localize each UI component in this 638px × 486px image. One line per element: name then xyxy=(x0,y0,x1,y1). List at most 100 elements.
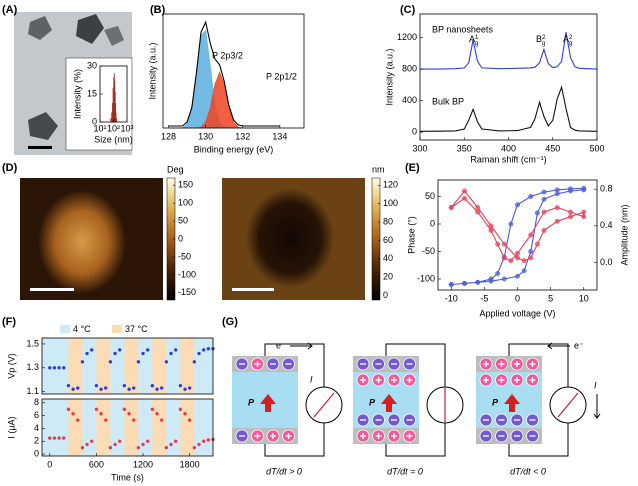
y-axis-label: Phase (°) xyxy=(406,216,416,254)
series-line xyxy=(168,20,280,127)
legend-label: 4 °C xyxy=(73,324,91,334)
peak-label-sup: 2 xyxy=(569,35,573,41)
point xyxy=(448,205,454,210)
point xyxy=(150,407,155,411)
electrode xyxy=(476,356,542,372)
wire xyxy=(508,343,569,457)
panel-label: (G) xyxy=(222,316,238,328)
point xyxy=(534,241,540,247)
point xyxy=(155,411,159,416)
point xyxy=(581,214,587,220)
y-tick-label: 2 xyxy=(34,436,39,446)
point xyxy=(475,205,481,210)
panel-label: (A) xyxy=(2,4,18,16)
x-tick-label: 10² xyxy=(107,123,120,133)
x-tick-label: 1200 xyxy=(133,459,153,469)
peak-label-base: A xyxy=(563,34,569,44)
point xyxy=(164,445,169,450)
peak-label: A2 g xyxy=(563,34,573,46)
ammeter-needle xyxy=(557,392,579,418)
polarization-arrow xyxy=(260,394,276,412)
point xyxy=(117,348,122,352)
peak-label: A1 g xyxy=(469,34,479,46)
band xyxy=(124,338,139,394)
colorbar-tick-label: 0 xyxy=(383,290,388,300)
point xyxy=(528,249,534,254)
point xyxy=(52,436,57,440)
point xyxy=(201,348,206,352)
point xyxy=(521,268,527,274)
point xyxy=(131,418,136,422)
wire xyxy=(385,343,446,457)
x-tick-label: 0 xyxy=(515,293,520,303)
caption: dT/dt = 0 xyxy=(387,466,423,476)
point xyxy=(173,348,178,352)
point xyxy=(501,241,507,247)
caption: dT/dt > 0 xyxy=(266,466,302,476)
x-axis-label: Applied voltage (V) xyxy=(479,308,555,318)
plot-frame xyxy=(437,179,598,291)
point xyxy=(136,360,141,364)
x-axis-label: Time (s) xyxy=(111,472,144,482)
series-label: P 2p3/2 xyxy=(212,50,243,60)
caption: dT/dt < 0 xyxy=(510,466,546,476)
point xyxy=(159,386,164,390)
point xyxy=(85,351,89,356)
y-axis-label: Vp (V) xyxy=(6,353,16,379)
colorbar-tick-label: 60 xyxy=(383,235,393,245)
x-tick-label: 0 xyxy=(47,459,52,469)
point xyxy=(76,386,80,390)
band xyxy=(124,399,139,456)
x-tick-label: 128 xyxy=(161,131,176,141)
series-label: BP nanosheets xyxy=(432,24,493,34)
colorbar-tick-label: 100 xyxy=(178,197,193,207)
point xyxy=(80,445,85,450)
colorbar-tick-label: 0 xyxy=(178,233,183,243)
scale-bar xyxy=(30,288,74,291)
x-tick-label: 5 xyxy=(548,293,553,303)
current-label: I xyxy=(594,380,597,390)
x-tick-label: 450 xyxy=(545,143,560,153)
point xyxy=(169,351,173,356)
y-tick-label: 800 xyxy=(402,64,417,74)
point xyxy=(495,241,501,247)
electron-label: e⁻ xyxy=(276,340,286,350)
peak-label: B2 g xyxy=(536,34,546,46)
point xyxy=(475,279,481,285)
y-axis-label: Intensity (%) xyxy=(72,69,82,119)
point xyxy=(117,439,122,444)
point xyxy=(131,386,136,390)
point xyxy=(554,187,560,193)
point xyxy=(488,223,494,229)
band xyxy=(180,399,195,456)
point xyxy=(127,387,131,391)
band xyxy=(96,338,111,394)
point xyxy=(508,258,514,264)
legend-label: 37 °C xyxy=(125,324,148,334)
point xyxy=(66,383,71,388)
colorbar-tick-label: -50 xyxy=(178,251,191,261)
point xyxy=(206,438,211,442)
point xyxy=(94,407,99,411)
flake xyxy=(104,26,124,46)
point xyxy=(85,442,89,447)
point xyxy=(475,209,481,215)
y-tick-label: 0 xyxy=(430,218,435,228)
y-tick-label: 4 xyxy=(34,423,39,433)
colorbar-tick-label: 100 xyxy=(383,198,398,208)
y-axis-label: Intensity (a.u.) xyxy=(384,48,394,105)
band xyxy=(96,399,111,456)
y-tick-label: 15 xyxy=(87,88,97,98)
point xyxy=(488,276,494,282)
y-axis-label: I (μA) xyxy=(6,416,16,438)
band xyxy=(180,338,195,394)
x-axis-label: Size (nm) xyxy=(94,134,133,144)
colorbar-label: nm xyxy=(372,164,385,174)
electron-arrow xyxy=(290,342,313,350)
point xyxy=(515,250,520,256)
point xyxy=(448,282,454,287)
x-tick-label: -5 xyxy=(480,293,488,303)
x-tick-label: 600 xyxy=(89,459,104,469)
point xyxy=(554,218,560,224)
series-label: Bulk BP xyxy=(432,96,464,106)
